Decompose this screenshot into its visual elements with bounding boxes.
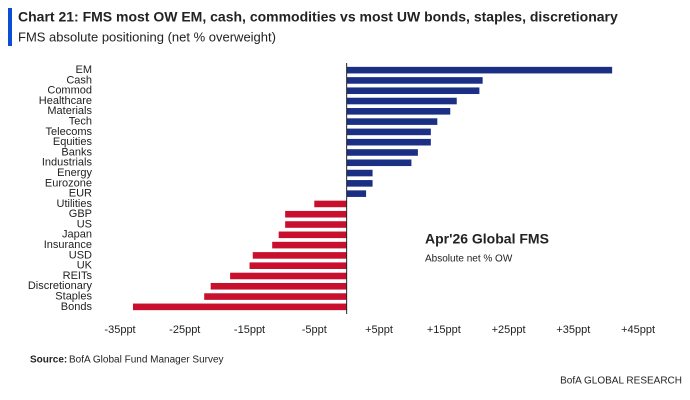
y-tick-label: Eurozone (45, 177, 92, 189)
annotation-title: Apr'26 Global FMS (425, 231, 549, 247)
y-tick-label: Discretionary (28, 280, 93, 292)
bar (346, 159, 412, 167)
source-text: BofA Global Fund Manager Survey (69, 355, 224, 366)
x-tick-label: -35ppt (104, 324, 135, 336)
bar (285, 210, 347, 218)
bar (346, 138, 431, 146)
x-tick-label: -15ppt (234, 324, 265, 336)
y-tick-label: Japan (62, 229, 92, 241)
annotation-text: Absolute net % OW (425, 254, 513, 265)
y-tick-label: Utilities (57, 198, 93, 210)
bar (272, 241, 347, 249)
y-tick-label: Insurance (44, 239, 92, 251)
y-tick-label: GBP (69, 208, 92, 220)
y-tick-label: Banks (61, 146, 92, 158)
x-tick-label: -25ppt (169, 324, 200, 336)
x-tick-label: +15ppt (427, 324, 461, 336)
y-tick-label: EM (76, 64, 93, 76)
title-accent (8, 8, 12, 46)
y-tick-label: Materials (47, 105, 92, 117)
y-tick-label: USD (69, 249, 92, 261)
y-tick-label: Cash (66, 74, 92, 86)
y-tick-label: Industrials (42, 157, 93, 169)
bar (204, 293, 347, 300)
y-tick-label: Staples (55, 290, 92, 302)
bar (230, 272, 347, 280)
bar (210, 282, 347, 290)
bar (346, 118, 438, 125)
y-tick-label: Commod (47, 85, 92, 97)
bar (346, 190, 367, 197)
x-tick-label: -5ppt (302, 324, 327, 336)
bar (132, 303, 347, 311)
bar (346, 108, 451, 115)
bar (285, 221, 347, 228)
y-tick-label: Tech (69, 116, 92, 128)
bar (346, 77, 483, 84)
bar (346, 66, 613, 74)
y-tick-label: Bonds (61, 301, 93, 313)
bar (346, 128, 431, 136)
x-tick-label: +35ppt (556, 324, 590, 336)
source-label: Source: (30, 355, 67, 366)
bar (314, 200, 347, 208)
x-tick-label: +5ppt (365, 324, 393, 336)
bar (249, 262, 347, 269)
y-tick-label: Telecoms (46, 126, 93, 138)
y-tick-label: UK (77, 260, 93, 272)
x-tick-label: +45ppt (621, 324, 655, 336)
y-tick-label: EUR (69, 188, 92, 200)
y-tick-label: Equities (53, 136, 93, 148)
bar (346, 169, 373, 177)
x-tick-label: +25ppt (492, 324, 526, 336)
y-tick-label: REITs (63, 270, 93, 282)
chart-subtitle: FMS absolute positioning (net % overweig… (18, 29, 276, 44)
bar (346, 97, 457, 105)
y-tick-label: US (77, 218, 92, 230)
bar (346, 87, 480, 95)
y-tick-label: Healthcare (39, 95, 92, 107)
y-tick-label: Energy (57, 167, 92, 179)
footer: BofA GLOBAL RESEARCH (560, 376, 682, 387)
chart-title: Chart 21: FMS most OW EM, cash, commodit… (18, 9, 618, 25)
bar (278, 231, 347, 239)
bar (346, 180, 373, 187)
bar (252, 252, 347, 259)
bar (346, 149, 418, 156)
